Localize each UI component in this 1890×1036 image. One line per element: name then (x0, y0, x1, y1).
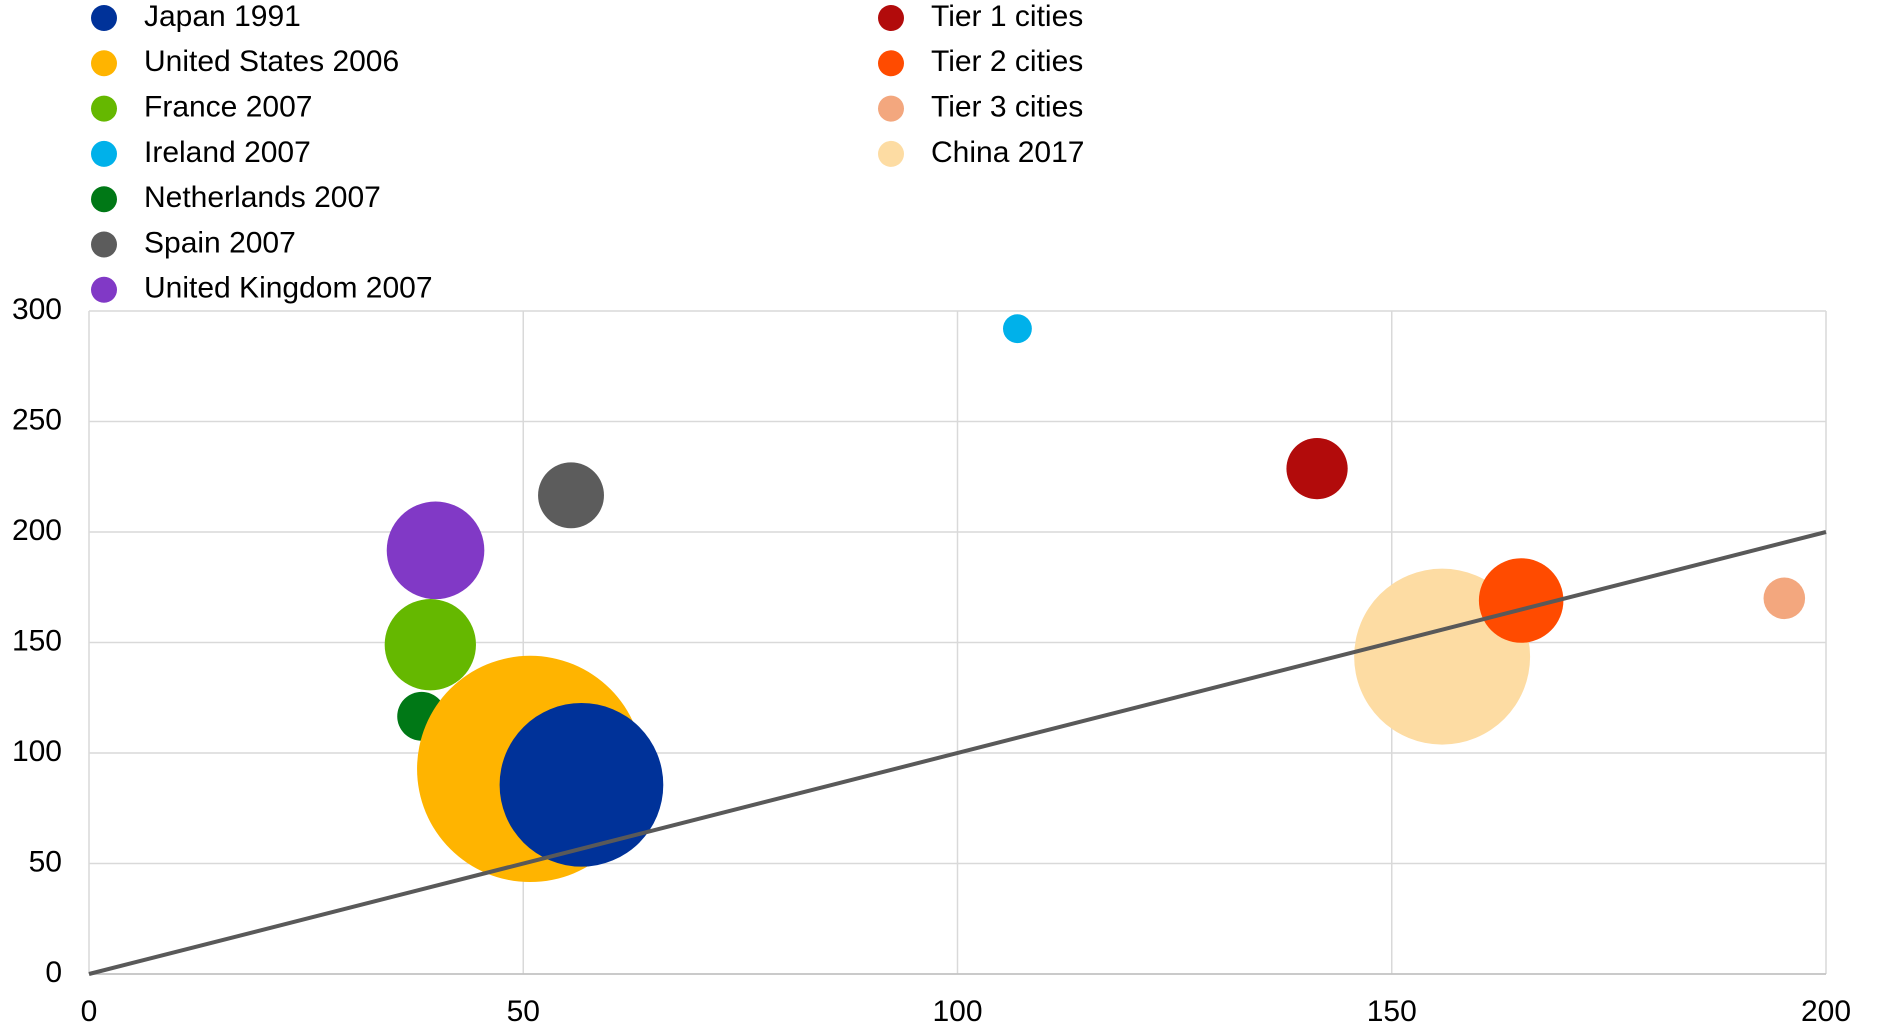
legend-label: Spain 2007 (144, 226, 296, 259)
legend-marker (91, 231, 117, 258)
y-tick-label: 150 (12, 624, 62, 657)
legend-label: China 2017 (931, 136, 1084, 169)
bubble (1002, 314, 1032, 344)
legend-label: Tier 1 cities (931, 0, 1083, 33)
legend-label: Tier 3 cities (931, 91, 1083, 124)
bubble (538, 462, 604, 529)
bubble (499, 702, 664, 867)
x-tick-label: 100 (932, 995, 982, 1028)
legend-label: France 2007 (144, 91, 312, 124)
legend-label: United Kingdom 2007 (144, 272, 433, 305)
bubble (384, 599, 476, 691)
bubble (1478, 558, 1564, 643)
legend-marker (878, 95, 904, 122)
y-tick-label: 0 (45, 956, 62, 989)
y-tick-label: 200 (12, 514, 62, 547)
bubble (1763, 577, 1806, 620)
x-tick-label: 200 (1801, 995, 1851, 1028)
x-tick-label: 150 (1367, 995, 1417, 1028)
x-tick-label: 50 (507, 995, 540, 1028)
legend-marker (878, 140, 904, 167)
reference-line (88, 530, 1827, 976)
y-tick-label: 50 (29, 845, 62, 878)
legend-label: Japan 1991 (144, 0, 301, 33)
x-tick-label: 0 (81, 995, 98, 1028)
legend-marker (91, 186, 117, 213)
bubble (1286, 437, 1348, 500)
legend-marker (91, 95, 117, 122)
legend-marker (91, 276, 117, 303)
legend-label: Ireland 2007 (144, 136, 311, 169)
legend-marker (91, 140, 117, 167)
y-tick-label: 300 (12, 293, 62, 326)
y-tick-label: 250 (12, 403, 62, 436)
bubble (386, 501, 485, 600)
legend-label: Netherlands 2007 (144, 181, 381, 214)
y-tick-label: 100 (12, 735, 62, 768)
legend-label: United States 2006 (144, 45, 399, 78)
legend-marker (878, 5, 904, 31)
legend-marker (91, 50, 117, 77)
legend-marker (91, 5, 117, 31)
legend-marker (878, 50, 904, 77)
legend-label: Tier 2 cities (931, 45, 1083, 78)
